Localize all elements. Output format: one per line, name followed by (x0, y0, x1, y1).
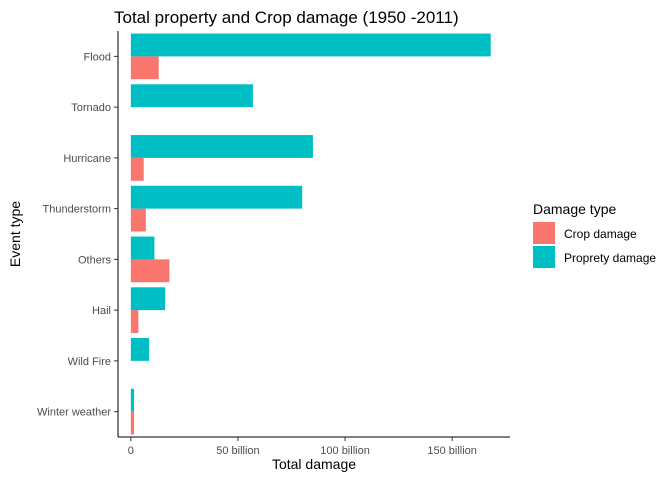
bar-property-flood (130, 33, 491, 57)
y-tick-label-hail: Hail (92, 305, 111, 317)
bars-group (130, 33, 491, 435)
bar-property-winter-weather (130, 388, 135, 412)
bar-crop-hurricane (130, 157, 144, 181)
bar-crop-hail (130, 310, 139, 333)
legend-label-property: Proprety damage (564, 251, 656, 265)
y-tick-label-others: Others (78, 254, 112, 266)
bar-crop-flood (130, 56, 159, 80)
x-tick-label: 0 (128, 445, 134, 457)
bar-property-others (130, 236, 155, 260)
bar-crop-winter-weather (130, 411, 135, 435)
x-tick-label: 50 billion (216, 445, 259, 457)
legend-label-crop: Crop damage (564, 227, 637, 241)
y-tick-label-thunderstorm: Thunderstorm (43, 204, 111, 216)
bar-property-thunderstorm (130, 185, 303, 209)
bar-property-hurricane (130, 135, 313, 158)
y-tick-label-hurricane: Hurricane (63, 153, 111, 165)
x-tick-label: 100 billion (320, 445, 370, 457)
x-tick-label: 150 billion (427, 445, 477, 457)
y-axis-ticks: Flood Tornado Hurricane Thunderstorm Others H… (37, 51, 118, 419)
bar-crop-thunderstorm (130, 208, 146, 232)
y-tick-label-tornado: Tornado (71, 102, 111, 114)
x-axis-ticks: 0 50 billion 100 billion 150 billion (128, 437, 477, 457)
bar-crop-others (130, 259, 170, 283)
bar-property-wild-fire (130, 338, 150, 361)
y-tick-label-winter-weather: Winter weather (37, 407, 111, 419)
bar-property-hail (130, 287, 166, 311)
legend-key-crop (533, 222, 555, 244)
y-tick-label-flood: Flood (83, 51, 111, 63)
y-tick-label-wild-fire: Wild Fire (68, 356, 111, 368)
y-axis-title: Event type (7, 201, 23, 267)
x-axis-title: Total damage (272, 456, 356, 472)
legend: Damage type Crop damage Proprety damage (533, 201, 656, 268)
chart-title: Total property and Crop damage (1950 -20… (114, 8, 459, 27)
legend-title: Damage type (533, 201, 616, 217)
legend-key-property (533, 246, 555, 268)
bar-property-tornado (130, 84, 253, 108)
